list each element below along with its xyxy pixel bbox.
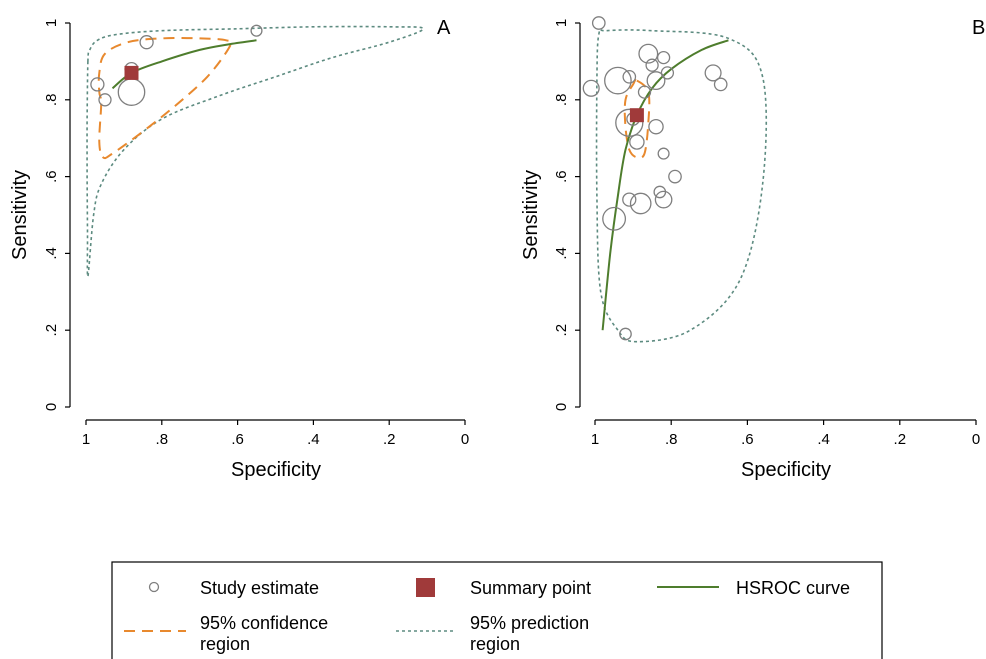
study-estimate-marker	[638, 43, 659, 64]
legend-hsroc-curve: HSROC curve	[736, 578, 850, 598]
x-tick-label: 1	[591, 431, 599, 448]
summary-point	[629, 108, 644, 123]
legend-study-marker	[148, 581, 160, 593]
y-tick-label: 0	[43, 403, 60, 411]
panel-b: 0 .2 .4 .6 .8 1 1 .8 .6 .4 .2 0 B Specificity Sensi…	[520, 16, 985, 481]
study-estimate-marker	[629, 134, 645, 150]
y-axis-title: Sensitivity	[9, 170, 31, 260]
x-tick-label: .6	[231, 431, 244, 448]
study-estimate-marker	[656, 50, 671, 65]
prediction-region	[86, 25, 425, 278]
y-tick-label: .2	[43, 324, 60, 337]
y-tick-label: .6	[43, 170, 60, 183]
hsroc-curve	[601, 39, 729, 331]
study-estimate-marker	[591, 16, 606, 30]
y-tick-label: .8	[43, 94, 60, 107]
study-estimate-marker	[657, 147, 670, 160]
panel-a: 0 .2 .4 .6 .8 1 1 .8 .6 .4 .2 0 A Specificity Sensi…	[9, 17, 469, 481]
axes: 0 .2 .4 .6 .8 1 1 .8 .6 .4 .2 0	[553, 19, 980, 448]
legend-summary-point: Summary point	[470, 578, 591, 598]
y-tick-label: .2	[553, 324, 570, 337]
study-estimate-marker	[629, 192, 652, 215]
study-estimate-marker	[704, 64, 722, 82]
summary-point	[124, 65, 139, 80]
study-estimate-marker	[713, 77, 728, 92]
x-tick-label: 0	[972, 431, 980, 448]
x-tick-label: .4	[307, 431, 320, 448]
x-axis-title: Specificity	[741, 459, 831, 481]
y-tick-label: .8	[553, 94, 570, 107]
legend-summary-marker	[416, 578, 435, 597]
y-axis-title: Sensitivity	[520, 170, 542, 260]
x-tick-label: .8	[156, 431, 169, 448]
y-tick-label: .6	[553, 170, 570, 183]
y-tick-label: .4	[43, 247, 60, 260]
study-estimates	[90, 24, 263, 107]
study-estimate-marker	[622, 69, 637, 84]
study-estimate-marker	[90, 77, 105, 92]
x-axis-title: Specificity	[231, 459, 321, 481]
confidence-region-outline	[623, 79, 651, 159]
study-estimate-marker	[98, 93, 112, 107]
prediction-region-outline	[86, 25, 425, 278]
prediction-region-outline	[595, 28, 768, 343]
study-estimate-marker	[637, 85, 652, 99]
x-tick-label: 0	[461, 431, 469, 448]
study-estimate-marker	[668, 169, 682, 184]
x-tick-label: .6	[741, 431, 754, 448]
legend-confidence-line2: region	[200, 634, 250, 654]
x-tick-label: .2	[894, 431, 907, 448]
y-tick-label: 0	[553, 403, 570, 411]
y-tick-label: 1	[553, 19, 570, 27]
study-estimate-marker	[602, 206, 627, 231]
legend-box	[111, 561, 883, 659]
axes: 0 .2 .4 .6 .8 1 1 .8 .6 .4 .2 0	[43, 19, 469, 448]
hsroc-curve	[111, 39, 257, 90]
x-tick-label: .8	[665, 431, 678, 448]
panel-label-b: B	[972, 17, 985, 39]
study-estimate-marker	[660, 66, 675, 80]
y-tick-label: 1	[43, 19, 60, 27]
y-tick-label: .4	[553, 247, 570, 260]
study-estimate-marker	[654, 190, 673, 209]
hsroc-curve-line	[601, 39, 729, 331]
study-estimate-marker	[646, 71, 666, 91]
study-estimate-marker	[250, 24, 263, 37]
study-estimate-marker	[615, 108, 644, 137]
x-tick-label: 1	[82, 431, 90, 448]
study-estimate-marker	[619, 327, 632, 341]
x-tick-label: .4	[817, 431, 830, 448]
study-estimate-marker	[139, 35, 154, 50]
x-tick-label: .2	[383, 431, 396, 448]
confidence-region-outline	[97, 36, 233, 160]
legend-study-estimate: Study estimate	[200, 578, 319, 598]
legend-confidence-line1: 95% confidence	[200, 613, 328, 633]
panel-label-a: A	[437, 17, 451, 39]
summary-point-marker	[629, 108, 644, 123]
prediction-region	[595, 28, 768, 343]
legend-prediction-line1: 95% prediction	[470, 613, 589, 633]
study-estimate-marker	[117, 78, 146, 106]
study-estimates	[582, 16, 728, 341]
study-estimate-marker	[582, 79, 600, 97]
study-estimate-marker	[622, 192, 637, 207]
study-estimate-marker	[645, 58, 659, 72]
hsroc-curve-line	[111, 39, 257, 90]
study-estimate-marker	[648, 118, 664, 135]
study-estimate-marker	[604, 66, 632, 95]
legend: Study estimate Summary point HSROC curve…	[111, 561, 883, 659]
legend-prediction-line2: region	[470, 634, 520, 654]
confidence-region	[623, 79, 651, 159]
confidence-region	[97, 36, 233, 160]
summary-point-marker	[124, 65, 139, 80]
